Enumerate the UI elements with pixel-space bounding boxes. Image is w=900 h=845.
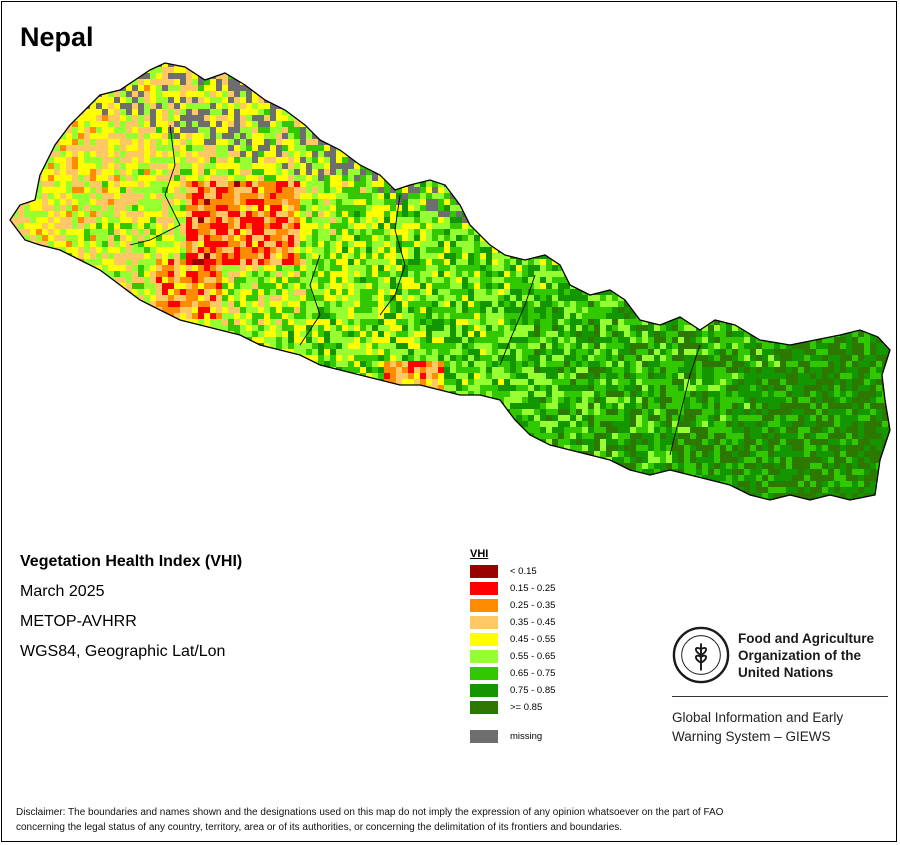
index-name: Vegetation Health Index (VHI) bbox=[20, 553, 243, 570]
legend-swatch bbox=[470, 701, 498, 714]
legend-swatch bbox=[470, 633, 498, 646]
legend-swatch bbox=[470, 667, 498, 680]
legend-item: 0.55 - 0.65 bbox=[470, 648, 555, 665]
giews-label: Global Information and Early Warning Sys… bbox=[672, 708, 843, 746]
legend-missing-label: missing bbox=[510, 731, 543, 742]
legend-missing-swatch bbox=[470, 730, 498, 743]
projection-label: WGS84, Geographic Lat/Lon bbox=[20, 643, 226, 660]
legend-swatch bbox=[470, 650, 498, 663]
legend-item: < 0.15 bbox=[470, 563, 555, 580]
vhi-map bbox=[9, 62, 891, 501]
legend-swatch bbox=[470, 684, 498, 697]
legend-swatch bbox=[470, 616, 498, 629]
legend-item: 0.15 - 0.25 bbox=[470, 580, 555, 597]
legend-label: 0.35 - 0.45 bbox=[510, 617, 556, 628]
fao-divider bbox=[672, 696, 888, 697]
disclaimer-line2: concerning the legal status of any count… bbox=[16, 822, 623, 833]
legend-label: 0.75 - 0.85 bbox=[510, 685, 556, 696]
legend-label: 0.45 - 0.55 bbox=[510, 634, 556, 645]
legend-item: 0.65 - 0.75 bbox=[470, 665, 555, 682]
legend-swatch bbox=[470, 565, 498, 578]
legend-item: >= 0.85 bbox=[470, 699, 555, 716]
legend-label: 0.55 - 0.65 bbox=[510, 651, 556, 662]
legend-title: VHI bbox=[470, 548, 489, 560]
legend-label: 0.25 - 0.35 bbox=[510, 600, 556, 611]
disclaimer: Disclaimer: The boundaries and names sho… bbox=[16, 805, 886, 835]
legend-item: 0.35 - 0.45 bbox=[470, 614, 555, 631]
legend-item: 0.25 - 0.35 bbox=[470, 597, 555, 614]
fao-name-line3: United Nations bbox=[738, 665, 834, 680]
legend: VHI < 0.15 0.15 - 0.25 0.25 - 0.35 0.35 - 0… bbox=[470, 548, 555, 745]
fao-logo-icon bbox=[672, 626, 730, 684]
fao-name: Food and Agriculture Organization of the… bbox=[738, 630, 874, 681]
legend-item: 0.75 - 0.85 bbox=[470, 682, 555, 699]
map-title: Nepal bbox=[20, 22, 94, 52]
legend-missing: missing bbox=[470, 728, 555, 745]
giews-line1: Global Information and Early bbox=[672, 710, 844, 725]
legend-label: 0.65 - 0.75 bbox=[510, 668, 556, 679]
legend-label: >= 0.85 bbox=[510, 702, 543, 713]
fao-name-line1: Food and Agriculture bbox=[738, 631, 874, 646]
disclaimer-line1: Disclaimer: The boundaries and names sho… bbox=[16, 807, 724, 818]
legend-label: 0.15 - 0.25 bbox=[510, 583, 556, 594]
legend-item: 0.45 - 0.55 bbox=[470, 631, 555, 648]
fao-name-line2: Organization of the bbox=[738, 648, 861, 663]
legend-label: < 0.15 bbox=[510, 566, 537, 577]
sensor-label: METOP-AVHRR bbox=[20, 613, 137, 630]
period-label: March 2025 bbox=[20, 583, 105, 600]
legend-swatch bbox=[470, 582, 498, 595]
legend-swatch bbox=[470, 599, 498, 612]
giews-line2: Warning System – GIEWS bbox=[672, 729, 831, 744]
